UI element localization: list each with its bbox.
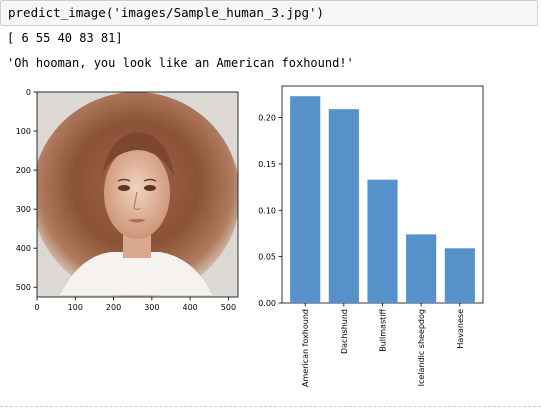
bar-x-tick-label: Dachshund bbox=[340, 309, 349, 354]
output-predictions-line: [ 6 55 40 83 81] bbox=[7, 31, 123, 45]
photo-x-tick-label: 100 bbox=[68, 303, 83, 312]
output-message-line: 'Oh hooman, you look like an American fo… bbox=[7, 56, 354, 70]
code-text[interactable]: predict_image('images/Sample_human_3.jpg… bbox=[8, 5, 325, 20]
photo-y-tick-label: 400 bbox=[16, 244, 31, 253]
photo-y-axis: 0 100 200 300 400 500 bbox=[16, 88, 37, 292]
bar-x-tick-label: Icelandic sheepdog bbox=[417, 309, 426, 386]
bar-x-tick-label: Havanese bbox=[456, 309, 465, 349]
bar-y-tick-label: 0.15 bbox=[258, 160, 276, 169]
photo-frame bbox=[36, 91, 239, 298]
photo-y-tick-label: 100 bbox=[16, 127, 31, 136]
bar bbox=[406, 234, 437, 303]
bar-y-tick-label: 0.00 bbox=[258, 299, 276, 308]
code-cell-input[interactable]: predict_image('images/Sample_human_3.jpg… bbox=[0, 0, 538, 26]
bar bbox=[444, 248, 475, 303]
photo-x-tick-label: 200 bbox=[106, 303, 121, 312]
photo-y-tick-label: 200 bbox=[16, 166, 31, 175]
bar-y-tick-label: 0.20 bbox=[258, 114, 276, 123]
photo-y-tick-label: 300 bbox=[16, 205, 31, 214]
bar-y-tick-label: 0.05 bbox=[258, 253, 276, 262]
bar-y-tick-label: 0.10 bbox=[258, 206, 276, 215]
bar-x-tick-label: Bullmastiff bbox=[379, 309, 388, 352]
photo-x-tick-label: 400 bbox=[183, 303, 198, 312]
bar bbox=[328, 109, 359, 303]
photo-y-tick-label: 0 bbox=[26, 88, 31, 97]
photo-x-tick-label: 0 bbox=[34, 303, 39, 312]
bar bbox=[290, 96, 321, 303]
photo-x-tick-label: 300 bbox=[144, 303, 159, 312]
bar-chart-x-axis: American foxhound Dachshund Bullmastiff Ice… bbox=[301, 303, 465, 387]
photo-image bbox=[37, 92, 238, 297]
bar-x-tick-label: American foxhound bbox=[301, 309, 310, 387]
photo-y-tick-label: 500 bbox=[16, 283, 31, 292]
bar-chart-y-axis: 0.00 0.05 0.10 0.15 0.20 bbox=[258, 114, 282, 308]
bar-chart-bars bbox=[290, 96, 475, 303]
photo-x-axis: 0 100 200 300 400 500 bbox=[34, 297, 236, 312]
bar bbox=[367, 179, 398, 303]
cell-separator bbox=[0, 406, 541, 407]
photo-x-tick-label: 500 bbox=[221, 303, 236, 312]
